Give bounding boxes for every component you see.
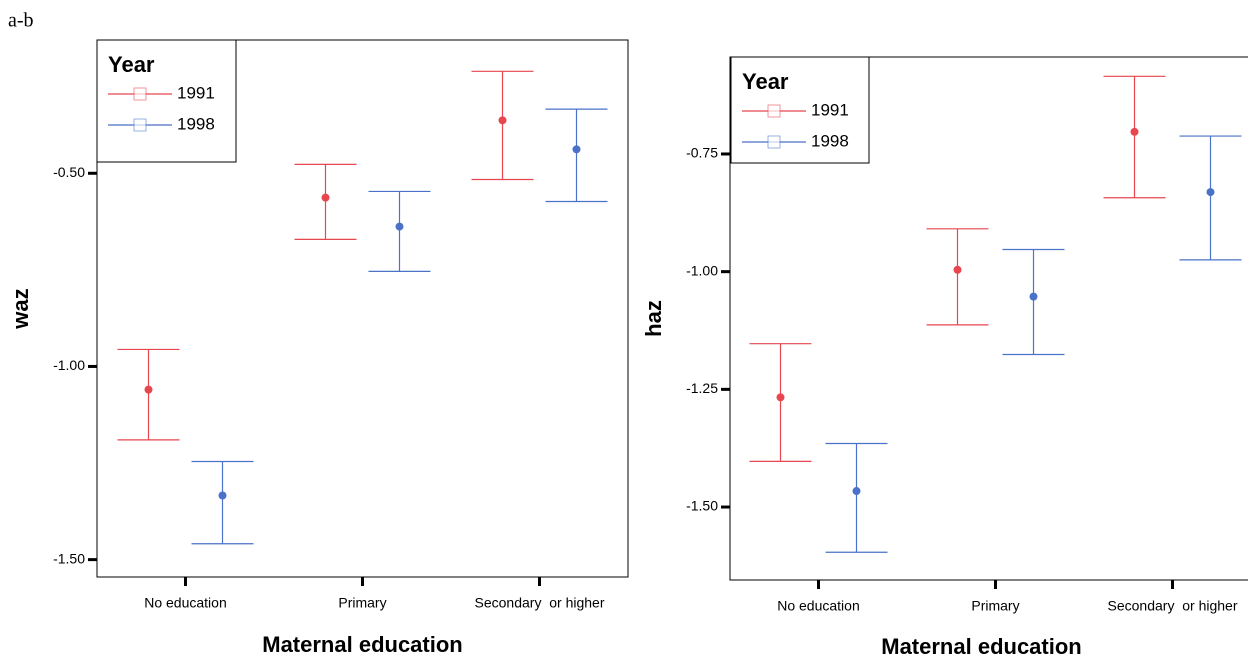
mean-marker — [144, 385, 153, 394]
legend-title: Year — [742, 69, 789, 94]
x-tick-label: No education — [144, 595, 227, 611]
legend-symbol — [767, 135, 781, 149]
x-tick-label: Primary — [338, 595, 386, 611]
y-tick-label: -0.50 — [53, 164, 85, 180]
legend-box — [730, 56, 870, 164]
mean-marker — [1029, 292, 1038, 301]
y-tick-label: -1.00 — [53, 357, 85, 373]
x-axis-label: Maternal education — [881, 634, 1081, 659]
x-axis-label: Maternal education — [262, 632, 462, 657]
legend-title: Year — [108, 52, 155, 77]
mean-marker — [1206, 188, 1215, 197]
legend-symbol — [133, 118, 147, 132]
y-tick-label: -1.25 — [686, 380, 718, 396]
legend-label: 1998 — [811, 131, 849, 150]
legend-label: 1991 — [811, 100, 849, 119]
y-tick-label: -1.50 — [53, 550, 85, 566]
x-tick-label: Primary — [971, 598, 1019, 614]
legend-symbol — [133, 87, 147, 101]
y-tick-label: -1.50 — [686, 498, 718, 514]
legend-label: 1998 — [177, 114, 215, 133]
mean-marker — [498, 116, 507, 125]
mean-marker — [321, 193, 330, 202]
x-tick-label: No education — [777, 598, 860, 614]
caption: a-b — [8, 10, 34, 32]
legend-box — [96, 39, 237, 163]
mean-marker — [395, 222, 404, 231]
y-tick-label: -0.75 — [686, 145, 718, 161]
x-tick-label: Secondary or higher — [475, 595, 605, 611]
mean-marker — [953, 265, 962, 274]
mean-marker — [776, 393, 785, 402]
legend-label: 1991 — [177, 83, 215, 102]
mean-marker — [572, 145, 581, 154]
y-axis-label: haz — [641, 300, 666, 337]
x-tick-label: Secondary or higher — [1108, 598, 1238, 614]
mean-marker — [852, 487, 861, 496]
mean-marker — [218, 491, 227, 500]
y-tick-label: -1.00 — [686, 262, 718, 278]
legend-symbol — [767, 104, 781, 118]
mean-marker — [1130, 127, 1139, 136]
y-axis-label: waz — [8, 288, 33, 329]
